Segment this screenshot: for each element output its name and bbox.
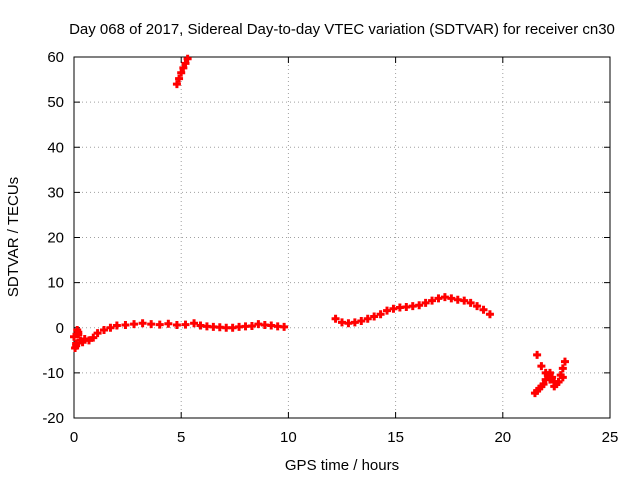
y-tick-label: 50 bbox=[47, 94, 64, 111]
data-point bbox=[106, 323, 115, 332]
data-point bbox=[190, 319, 199, 328]
y-tick-label: 30 bbox=[47, 184, 64, 201]
data-point bbox=[383, 306, 392, 315]
data-point bbox=[376, 310, 385, 319]
series-group bbox=[70, 319, 190, 348]
data-point bbox=[331, 314, 340, 323]
chart-title: Day 068 of 2017, Sidereal Day-to-day VTE… bbox=[69, 21, 615, 38]
data-point bbox=[147, 320, 156, 329]
data-point bbox=[121, 321, 130, 330]
data-point bbox=[537, 362, 546, 371]
x-tick-label: 5 bbox=[177, 429, 185, 446]
x-tick-label: 15 bbox=[387, 429, 404, 446]
y-tick-label: 10 bbox=[47, 275, 64, 292]
y-tick-label: 20 bbox=[47, 230, 64, 247]
data-point bbox=[539, 380, 548, 389]
data-point bbox=[428, 296, 437, 305]
data-point bbox=[485, 310, 494, 319]
data-point bbox=[112, 321, 121, 330]
data-point bbox=[479, 305, 488, 314]
data-point bbox=[541, 368, 550, 377]
data-point bbox=[363, 314, 372, 323]
data-point bbox=[357, 316, 366, 325]
series-group bbox=[530, 350, 569, 398]
x-tick-label: 25 bbox=[602, 429, 619, 446]
data-point bbox=[560, 357, 569, 366]
data-point bbox=[558, 373, 567, 382]
data-point bbox=[164, 319, 173, 328]
data-point bbox=[183, 54, 192, 63]
x-axis-label: GPS time / hours bbox=[285, 457, 399, 474]
data-point bbox=[72, 341, 81, 350]
data-point bbox=[130, 320, 139, 329]
series-group bbox=[172, 54, 192, 89]
series-group bbox=[71, 326, 83, 353]
data-point bbox=[247, 321, 256, 330]
data-point bbox=[421, 298, 430, 307]
x-tick-label: 10 bbox=[280, 429, 297, 446]
y-tick-label: 40 bbox=[47, 139, 64, 156]
data-point bbox=[93, 329, 102, 338]
data-point bbox=[100, 326, 109, 335]
data-point bbox=[545, 375, 554, 384]
data-point bbox=[533, 350, 542, 359]
data-point bbox=[415, 301, 424, 310]
x-tick-label: 20 bbox=[494, 429, 511, 446]
data-point bbox=[550, 382, 559, 391]
series-group bbox=[190, 319, 289, 332]
data-point bbox=[175, 74, 184, 83]
data-point bbox=[138, 319, 147, 328]
data-point bbox=[473, 302, 482, 311]
data-point bbox=[74, 328, 83, 337]
data-point bbox=[181, 320, 190, 329]
series-group bbox=[331, 293, 494, 328]
data-point bbox=[70, 332, 78, 341]
y-tick-label: -20 bbox=[42, 410, 64, 427]
y-tick-label: 60 bbox=[47, 49, 64, 66]
data-point bbox=[177, 68, 186, 77]
data-point bbox=[554, 377, 563, 386]
data-point bbox=[172, 80, 181, 89]
data-point bbox=[370, 312, 379, 321]
y-axis-label: SDTVAR / TECUs bbox=[5, 177, 22, 297]
x-tick-label: 0 bbox=[70, 429, 78, 446]
data-point bbox=[181, 59, 190, 68]
y-tick-label: -10 bbox=[42, 365, 64, 382]
data-point bbox=[172, 321, 181, 330]
data-points bbox=[70, 54, 569, 398]
data-point bbox=[558, 364, 567, 373]
data-point bbox=[85, 336, 94, 345]
data-point bbox=[89, 333, 98, 342]
data-point bbox=[155, 320, 164, 329]
y-tick-label: 0 bbox=[56, 320, 64, 337]
grid bbox=[74, 57, 610, 418]
data-point bbox=[280, 322, 289, 331]
data-point bbox=[466, 298, 475, 307]
axis-ticks: 0 5 10 15 20 25 -20 -10 0 10 20 30 40 50 60 bbox=[42, 49, 618, 446]
data-point bbox=[179, 63, 188, 72]
data-point bbox=[460, 296, 469, 305]
